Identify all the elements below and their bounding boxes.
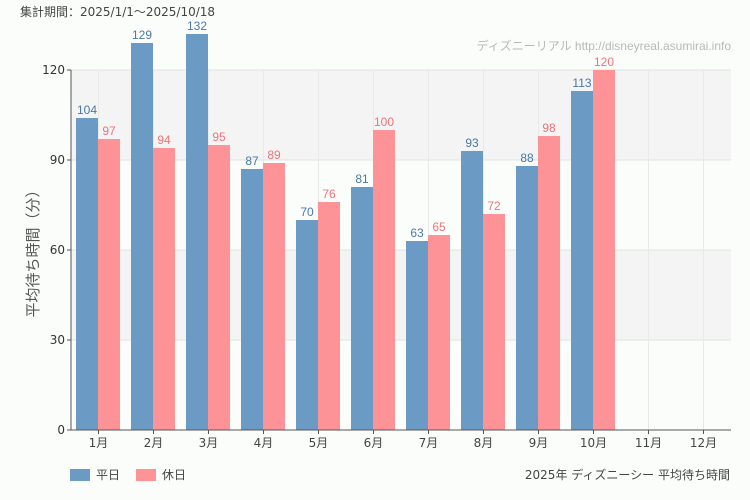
data-label: 132 xyxy=(187,19,207,33)
y-tick-label: 30 xyxy=(50,333,65,347)
x-tick-label: 9月 xyxy=(529,436,549,450)
y-tick-label: 120 xyxy=(42,63,65,77)
x-tick-label: 1月 xyxy=(89,436,109,450)
legend-swatch-holiday xyxy=(136,468,157,481)
bar-holiday xyxy=(153,148,175,430)
bar-holiday xyxy=(593,70,615,430)
bar-weekday xyxy=(76,118,98,430)
legend-label-holiday: 休日 xyxy=(162,468,187,482)
bar-holiday xyxy=(373,130,395,430)
y-tick-label: 60 xyxy=(50,243,65,257)
data-label: 95 xyxy=(212,130,226,144)
x-tick-label: 6月 xyxy=(364,436,384,450)
bar-weekday xyxy=(131,43,153,430)
bar-weekday xyxy=(296,220,318,430)
bar-weekday xyxy=(516,166,538,430)
bar-weekday xyxy=(461,151,483,430)
data-label: 89 xyxy=(267,148,281,162)
bar-weekday xyxy=(571,91,593,430)
legend: 平日 休日 xyxy=(70,466,202,483)
bar-holiday xyxy=(483,214,505,430)
data-label: 129 xyxy=(132,28,152,42)
bar-weekday xyxy=(351,187,373,430)
x-tick-label: 12月 xyxy=(690,436,717,450)
x-tick-label: 4月 xyxy=(254,436,274,450)
data-label: 120 xyxy=(594,55,614,69)
grid-band xyxy=(71,70,731,160)
data-label: 104 xyxy=(77,103,97,117)
bar-holiday xyxy=(538,136,560,430)
data-label: 87 xyxy=(245,154,259,168)
y-tick-label: 90 xyxy=(50,153,65,167)
bar-weekday xyxy=(406,241,428,430)
legend-label-weekday: 平日 xyxy=(96,468,121,482)
bar-holiday xyxy=(263,163,285,430)
bar-holiday xyxy=(98,139,120,430)
legend-item-holiday[interactable]: 休日 xyxy=(136,466,186,483)
x-tick-label: 3月 xyxy=(199,436,219,450)
chart-caption: 2025年 ディズニーシー 平均待ち時間 xyxy=(524,468,730,482)
x-tick-label: 10月 xyxy=(580,436,607,450)
bar-holiday xyxy=(208,145,230,430)
bar-holiday xyxy=(318,202,340,430)
data-label: 63 xyxy=(410,226,424,240)
bar-weekday xyxy=(241,169,263,430)
data-label: 113 xyxy=(572,76,591,90)
data-label: 88 xyxy=(520,151,534,165)
data-label: 81 xyxy=(355,172,369,186)
x-tick-label: 7月 xyxy=(419,436,439,450)
data-label: 70 xyxy=(300,205,314,219)
legend-swatch-weekday xyxy=(70,468,90,481)
data-label: 93 xyxy=(465,136,479,150)
aggregation-period: 集計期間：2025/1/1～2025/10/18 xyxy=(20,5,216,19)
data-label: 98 xyxy=(542,121,556,135)
x-tick-label: 2月 xyxy=(144,436,164,450)
y-axis-label: 平均待ち時間（分） xyxy=(24,182,42,317)
x-tick-label: 8月 xyxy=(474,436,494,450)
data-label: 72 xyxy=(487,199,501,213)
bar-weekday xyxy=(186,34,208,430)
data-label: 97 xyxy=(102,124,116,138)
grid-band xyxy=(71,250,731,340)
legend-item-weekday[interactable]: 平日 xyxy=(70,466,120,483)
data-label: 100 xyxy=(374,115,394,129)
y-tick-label: 0 xyxy=(57,423,65,437)
data-label: 94 xyxy=(157,133,171,147)
data-label: 65 xyxy=(432,220,446,234)
x-tick-label: 5月 xyxy=(309,436,329,450)
bar-holiday xyxy=(428,235,450,430)
data-label: 76 xyxy=(322,187,336,201)
x-tick-label: 11月 xyxy=(635,436,662,450)
watermark: ディズニーリアル http://disneyreal.asumirai.info xyxy=(477,38,732,53)
